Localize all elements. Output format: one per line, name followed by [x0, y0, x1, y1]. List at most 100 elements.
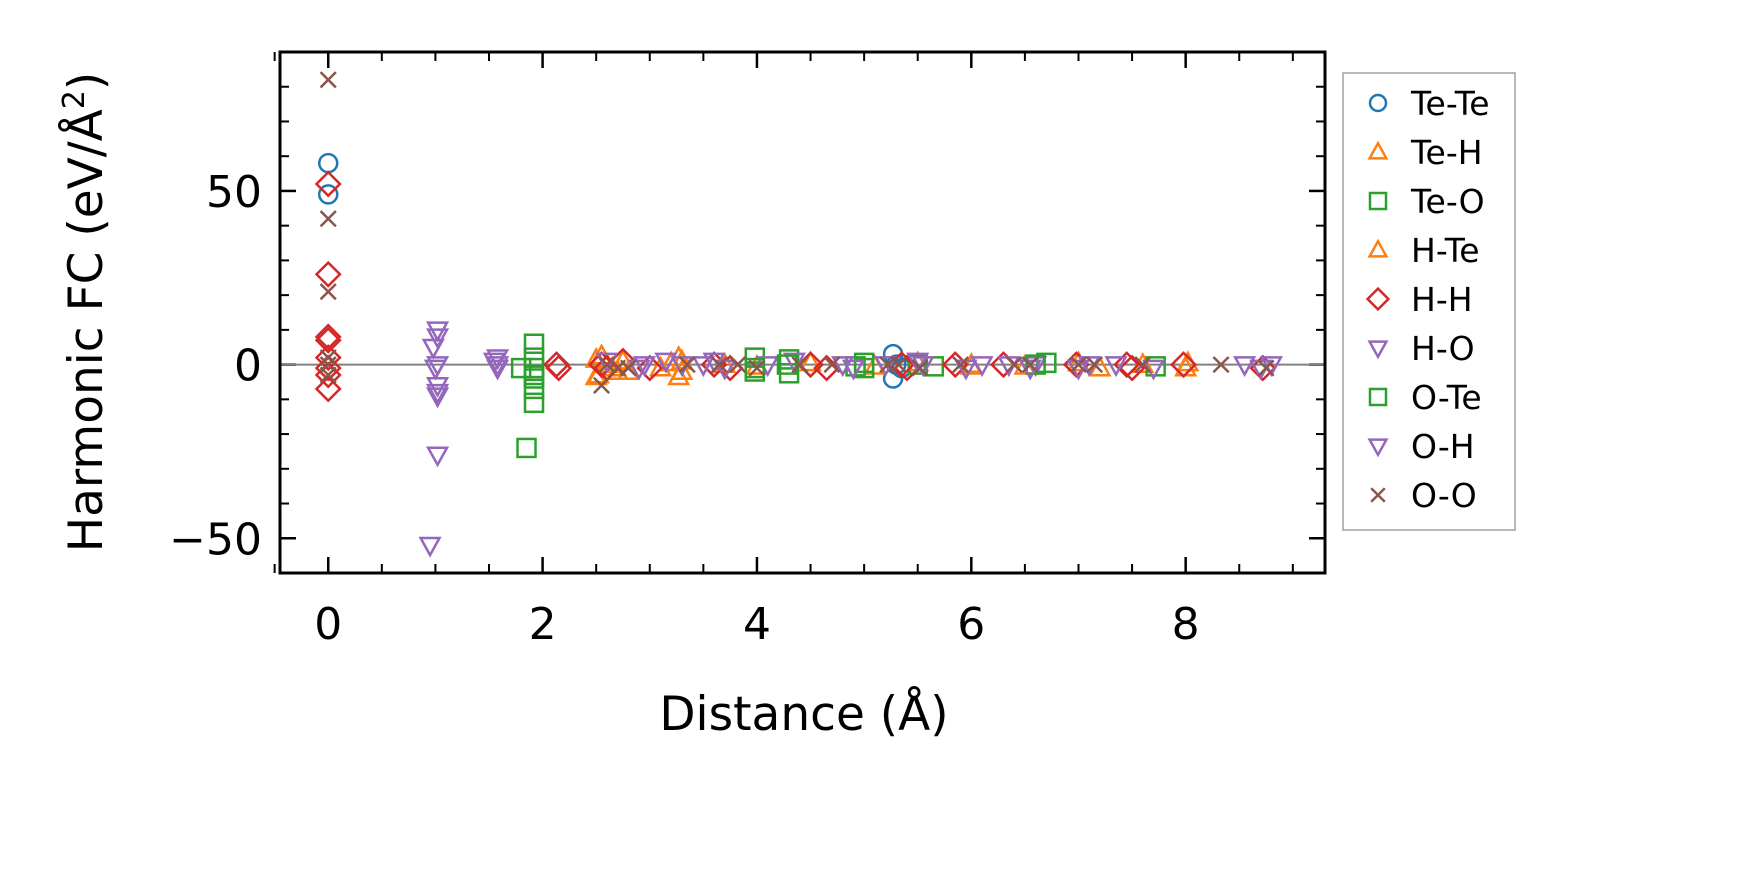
- data-point: [952, 356, 970, 374]
- x-tick-label: 2: [529, 599, 557, 650]
- data-point: [678, 356, 696, 374]
- data-point: [1170, 351, 1197, 379]
- data-markers: [314, 71, 1283, 558]
- legend: Te-Te Te-H Te-O H-Te H-H H-O O-Te O-H O-…: [1342, 72, 1516, 531]
- data-point: [317, 184, 339, 205]
- data-point: [510, 357, 532, 379]
- data-point: [523, 364, 545, 386]
- legend-symbol-o-te: [1368, 387, 1388, 407]
- data-point: [667, 364, 691, 386]
- data-point: [1118, 354, 1146, 382]
- data-point: [778, 349, 800, 370]
- legend-symbol-te-te: [1368, 93, 1388, 113]
- data-point: [823, 356, 841, 374]
- x-tick-label: 6: [957, 599, 985, 650]
- y-axis-title-main: Harmonic FC (eV/Å: [59, 109, 114, 552]
- data-point: [1069, 356, 1088, 374]
- legend-symbol-o-o: [1370, 487, 1386, 503]
- data-point: [319, 366, 337, 384]
- legend-label-o-h: O-H: [1411, 427, 1475, 466]
- data-point: [1005, 356, 1023, 374]
- legend-label-te-o: Te-O: [1410, 182, 1485, 221]
- y-axis-title: Harmonic FC (eV/Å2): [57, 72, 114, 552]
- legend-label-h-te: H-Te: [1411, 231, 1480, 270]
- data-point: [545, 354, 573, 382]
- data-point: [889, 356, 907, 374]
- legend-label-o-te: O-Te: [1411, 378, 1482, 417]
- legend-label-h-h: H-H: [1411, 280, 1473, 319]
- data-point: [1257, 359, 1275, 377]
- series-o-te: [523, 354, 1046, 386]
- legend-label-h-o: H-O: [1411, 329, 1475, 368]
- data-point: [314, 170, 342, 198]
- data-point: [523, 333, 545, 355]
- x-tick-label: 4: [743, 599, 771, 650]
- data-point: [314, 344, 342, 372]
- legend-symbol-te-o: [1368, 191, 1388, 211]
- data-point: [970, 356, 994, 378]
- data-point: [593, 376, 611, 394]
- data-point: [1104, 356, 1128, 378]
- legend-label-o-o: O-O: [1411, 476, 1477, 515]
- data-point: [523, 378, 545, 400]
- legend-symbol-te-h: [1367, 140, 1389, 160]
- legend-label-te-te: Te-Te: [1410, 84, 1490, 123]
- data-point: [791, 356, 809, 374]
- data-point: [648, 355, 673, 377]
- y-axis-title-close: ): [59, 72, 114, 90]
- data-point: [636, 354, 664, 382]
- legend-symbol-o-h: [1367, 438, 1389, 458]
- data-point: [729, 356, 747, 374]
- data-point: [482, 352, 506, 374]
- data-point: [1233, 356, 1257, 378]
- legend-symbol-h-h: [1365, 286, 1391, 312]
- data-point: [314, 375, 342, 403]
- data-point: [418, 536, 442, 558]
- data-point: [319, 210, 337, 228]
- data-point: [619, 359, 637, 377]
- data-point: [744, 357, 766, 379]
- data-point: [425, 383, 450, 405]
- data-point: [1086, 356, 1104, 374]
- data-point: [523, 392, 545, 414]
- data-point: [654, 352, 678, 374]
- data-point: [314, 260, 342, 288]
- data-point: [523, 357, 545, 379]
- data-point: [425, 321, 450, 343]
- data-point: [748, 359, 766, 377]
- x-tick-labels: 0 2 4 6 8: [314, 599, 1199, 650]
- series-te-te: [317, 152, 912, 389]
- data-point: [813, 354, 841, 382]
- data-point: [710, 356, 728, 374]
- data-point: [911, 359, 929, 377]
- data-point: [317, 152, 339, 174]
- y-tick-label: 50: [206, 167, 262, 218]
- data-point: [627, 359, 651, 381]
- plot-frame: [278, 50, 1327, 575]
- data-point: [319, 283, 337, 301]
- data-point: [841, 359, 865, 381]
- data-point: [314, 326, 342, 354]
- legend-label-te-h: Te-H: [1410, 133, 1483, 172]
- data-point: [425, 387, 450, 409]
- data-point: [691, 356, 715, 378]
- data-point: [798, 350, 823, 372]
- data-point: [1212, 356, 1230, 374]
- data-point: [632, 356, 656, 378]
- data-point: [425, 446, 450, 468]
- data-point: [319, 349, 337, 367]
- data-point: [319, 71, 337, 89]
- legend-symbols: [1365, 93, 1391, 503]
- data-point: [425, 376, 450, 398]
- x-tick-label: 8: [1172, 599, 1200, 650]
- x-axis-title: Distance (Å): [659, 687, 948, 742]
- data-point: [598, 356, 616, 374]
- data-point: [425, 328, 450, 350]
- x-tick-label: 0: [314, 599, 342, 650]
- data-point: [776, 354, 798, 375]
- data-point: [853, 357, 875, 379]
- data-point: [423, 359, 447, 381]
- legend-symbol-h-te: [1367, 238, 1389, 258]
- data-point: [616, 359, 640, 380]
